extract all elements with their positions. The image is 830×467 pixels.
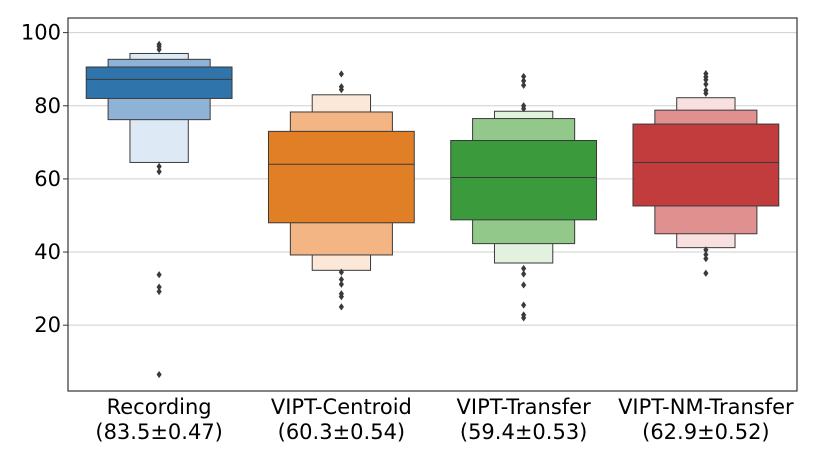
outlier-vipt-nm-transfer-6 [703, 89, 709, 97]
outlier-vipt-centroid-8 [338, 293, 344, 301]
outlier-vipt-nm-transfer-3 [703, 76, 709, 84]
box-vipt-centroid-level-1 [267, 130, 415, 224]
y-axis-ticks: 20 40 60 80 100 [21, 21, 68, 337]
boxen-plot-area [85, 52, 780, 271]
outlier-vipt-centroid-3 [338, 86, 344, 94]
outlier-vipt-centroid-1 [338, 70, 344, 78]
outlier-recording-8 [156, 287, 162, 296]
outlier-vipt-centroid-5 [338, 275, 344, 284]
outlier-recording-4 [156, 162, 162, 171]
outlier-recording-3 [156, 45, 162, 54]
outlier-vipt-transfer-2 [521, 77, 527, 85]
category-label-vipt-transfer: VIPT-Transfer [457, 395, 592, 419]
category-stat-vipt-nm-transfer: (62.9±0.52) [642, 420, 770, 444]
tick-label-y-100: 100 [21, 21, 61, 45]
outlier-vipt-nm-transfer-7 [703, 246, 709, 254]
outlier-vipt-nm-transfer-4 [703, 80, 709, 88]
outlier-vipt-transfer-3 [521, 81, 527, 89]
category-stat-vipt-transfer: (59.4±0.53) [460, 420, 588, 444]
outlier-recording-6 [156, 271, 162, 279]
outlier-vipt-nm-transfer-8 [703, 250, 709, 259]
outlier-vipt-nm-transfer-10 [703, 269, 709, 277]
outlier-vipt-transfer-6 [521, 264, 527, 273]
outlier-recording-7 [156, 283, 162, 291]
tick-label-y-20: 20 [34, 313, 61, 337]
outlier-vipt-transfer-7 [521, 270, 527, 278]
box-vipt-nm-transfer-level-1 [632, 123, 780, 207]
x-axis-labels: Recording(83.5±0.47) VIPT-Centroid(60.3±0… [95, 395, 794, 444]
outlier-vipt-centroid-4 [338, 268, 344, 276]
box-vipt-transfer-level-1 [450, 140, 598, 221]
tick-label-y-40: 40 [34, 240, 61, 264]
outlier-points [156, 40, 709, 379]
category-label-vipt-centroid: VIPT-Centroid [271, 395, 412, 419]
tick-label-y-60: 60 [34, 167, 61, 191]
outlier-recording-9 [156, 370, 162, 379]
outlier-vipt-transfer-9 [521, 301, 527, 309]
plot-frame [67, 17, 798, 392]
outlier-vipt-transfer-8 [521, 281, 527, 289]
outlier-vipt-centroid-9 [338, 303, 344, 311]
category-stat-vipt-centroid: (60.3±0.54) [278, 420, 406, 444]
category-label-vipt-nm-transfer: VIPT-NM-Transfer [618, 395, 794, 419]
outlier-recording-5 [156, 167, 162, 176]
outlier-vipt-transfer-1 [521, 72, 527, 81]
outlier-vipt-transfer-11 [521, 314, 527, 322]
box-recording-level-1 [85, 66, 233, 99]
tick-label-y-80: 80 [34, 94, 61, 118]
outlier-vipt-centroid-6 [338, 280, 344, 288]
category-label-recording: Recording [107, 395, 212, 419]
outlier-vipt-nm-transfer-9 [703, 255, 709, 263]
outlier-vipt-transfer-5 [521, 105, 527, 113]
category-stat-recording: (83.5±0.47) [95, 420, 223, 444]
